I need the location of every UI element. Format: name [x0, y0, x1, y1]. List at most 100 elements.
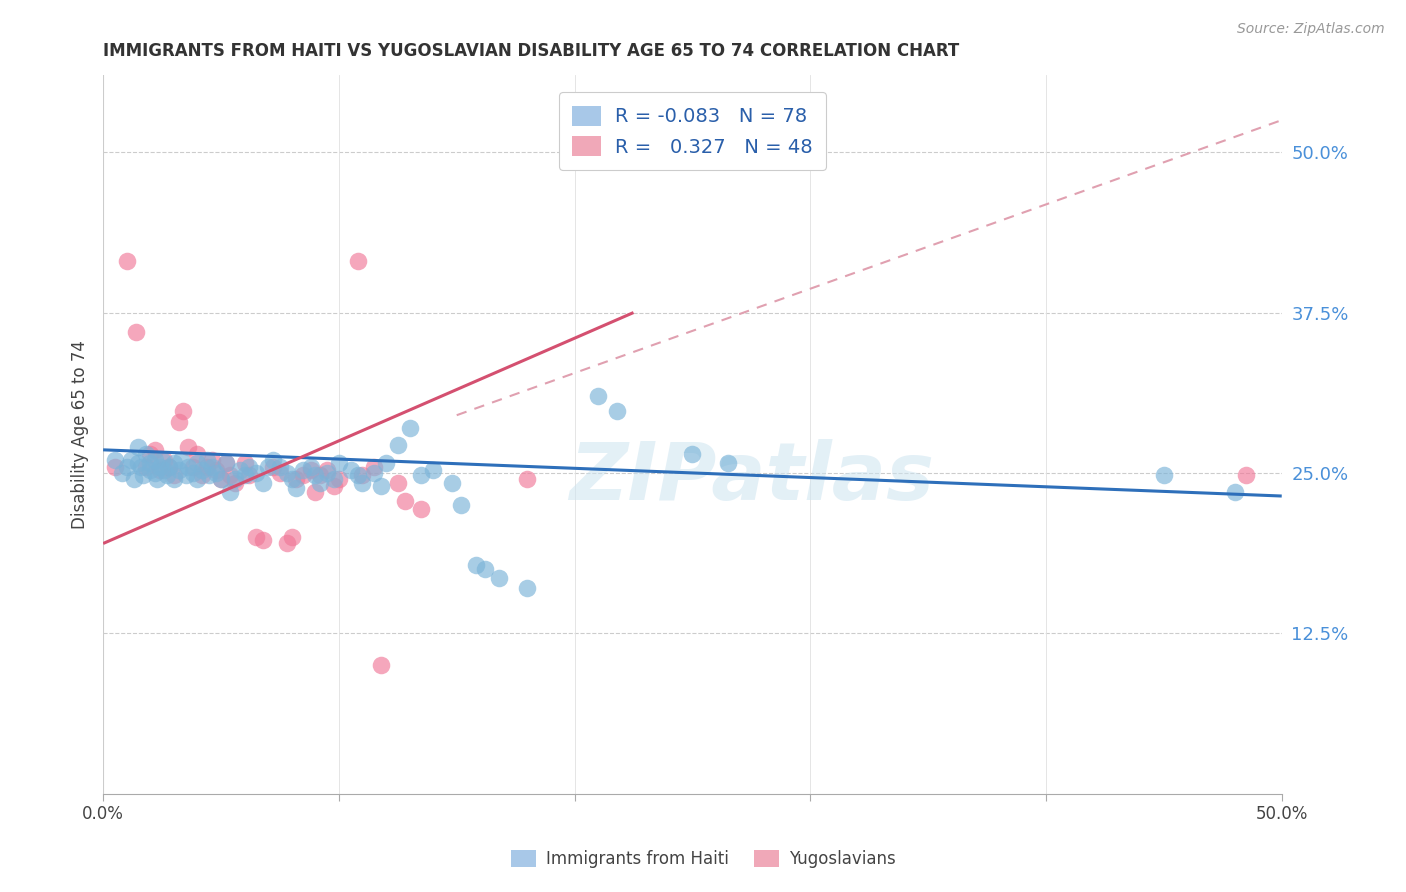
Point — [299, 463, 322, 477]
Point — [233, 468, 256, 483]
Point — [394, 494, 416, 508]
Point — [163, 472, 186, 486]
Point — [209, 472, 232, 486]
Point — [717, 456, 740, 470]
Point — [215, 456, 238, 470]
Legend: Immigrants from Haiti, Yugoslavians: Immigrants from Haiti, Yugoslavians — [503, 843, 903, 875]
Point — [181, 459, 204, 474]
Point — [186, 447, 208, 461]
Point — [1223, 485, 1246, 500]
Point — [198, 468, 221, 483]
Point — [224, 472, 246, 486]
Point — [606, 404, 628, 418]
Point — [219, 468, 242, 483]
Point — [370, 479, 392, 493]
Point — [177, 459, 200, 474]
Point — [163, 456, 186, 470]
Point — [149, 463, 172, 477]
Point — [1234, 468, 1257, 483]
Point — [269, 459, 291, 474]
Point — [352, 476, 374, 491]
Point — [323, 472, 346, 486]
Point — [238, 459, 260, 474]
Point — [224, 476, 246, 491]
Point — [474, 562, 496, 576]
Point — [280, 530, 302, 544]
Point — [269, 466, 291, 480]
Point — [316, 463, 339, 477]
Point — [245, 530, 267, 544]
Point — [195, 453, 218, 467]
Text: IMMIGRANTS FROM HAITI VS YUGOSLAVIAN DISABILITY AGE 65 TO 74 CORRELATION CHART: IMMIGRANTS FROM HAITI VS YUGOSLAVIAN DIS… — [103, 42, 959, 60]
Point — [328, 456, 350, 470]
Point — [143, 466, 166, 480]
Point — [233, 456, 256, 470]
Point — [262, 453, 284, 467]
Point — [257, 459, 280, 474]
Point — [339, 463, 361, 477]
Point — [115, 459, 138, 474]
Point — [304, 468, 326, 483]
Point — [167, 463, 190, 477]
Point — [120, 453, 142, 467]
Point — [346, 468, 368, 483]
Point — [135, 459, 157, 474]
Point — [363, 466, 385, 480]
Point — [186, 456, 208, 470]
Text: Source: ZipAtlas.com: Source: ZipAtlas.com — [1237, 22, 1385, 37]
Point — [163, 468, 186, 483]
Point — [352, 468, 374, 483]
Point — [370, 658, 392, 673]
Point — [363, 459, 385, 474]
Point — [304, 485, 326, 500]
Point — [167, 415, 190, 429]
Point — [139, 447, 162, 461]
Point — [205, 463, 228, 477]
Point — [464, 558, 486, 573]
Point — [229, 463, 252, 477]
Point — [127, 456, 149, 470]
Point — [309, 468, 332, 483]
Point — [252, 533, 274, 547]
Point — [219, 485, 242, 500]
Point — [346, 254, 368, 268]
Point — [132, 468, 155, 483]
Point — [111, 466, 134, 480]
Text: ZIPatlas: ZIPatlas — [569, 439, 934, 516]
Point — [276, 466, 298, 480]
Point — [422, 463, 444, 477]
Point — [450, 498, 472, 512]
Point — [309, 476, 332, 491]
Point — [115, 254, 138, 268]
Point — [280, 472, 302, 486]
Point — [156, 468, 179, 483]
Point — [285, 472, 308, 486]
Point — [440, 476, 463, 491]
Point — [172, 404, 194, 418]
Point — [139, 456, 162, 470]
Point — [129, 459, 152, 474]
Point — [262, 459, 284, 474]
Point — [191, 463, 214, 477]
Point — [143, 453, 166, 467]
Point — [186, 472, 208, 486]
Point — [104, 453, 127, 467]
Point — [398, 421, 420, 435]
Point — [153, 453, 176, 467]
Point — [292, 468, 315, 483]
Point — [238, 468, 260, 483]
Point — [245, 466, 267, 480]
Point — [174, 468, 197, 483]
Point — [143, 442, 166, 457]
Point — [387, 438, 409, 452]
Point — [488, 571, 510, 585]
Point — [157, 459, 180, 474]
Point — [200, 459, 222, 474]
Point — [215, 456, 238, 470]
Point — [299, 459, 322, 474]
Point — [170, 453, 193, 467]
Point — [252, 476, 274, 491]
Point — [292, 463, 315, 477]
Point — [150, 453, 173, 467]
Point — [139, 463, 162, 477]
